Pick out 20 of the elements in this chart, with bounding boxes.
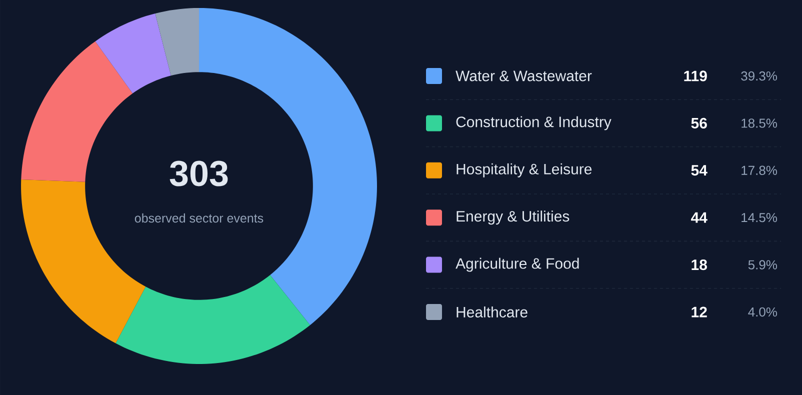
text: 4.0% — [748, 307, 778, 317]
legend-label: Healthcare — [456, 306, 528, 318]
data-label: 56 — [691, 118, 707, 128]
data-label: 18 — [692, 259, 707, 270]
text: 14.5% — [742, 213, 778, 222]
data-label: 12 — [692, 306, 707, 318]
text: 5.9% — [748, 260, 778, 270]
text: 17.8% — [742, 166, 778, 175]
legend-label: Construction & Industry — [456, 116, 612, 130]
data-label: 44 — [691, 212, 708, 223]
legend-label: Water & Wastewater — [456, 70, 592, 82]
text: 303 — [170, 160, 228, 186]
text: observed sector events — [134, 213, 264, 223]
text: 18.5% — [742, 118, 778, 128]
text: 39.3% — [741, 71, 778, 81]
data-label: 119 — [684, 70, 707, 82]
legend-label: Energy & Utilities — [456, 210, 570, 225]
legend-label: Hospitality & Leisure — [456, 163, 592, 178]
legend-label: Agriculture & Food — [456, 258, 579, 272]
data-label: 54 — [691, 165, 708, 176]
